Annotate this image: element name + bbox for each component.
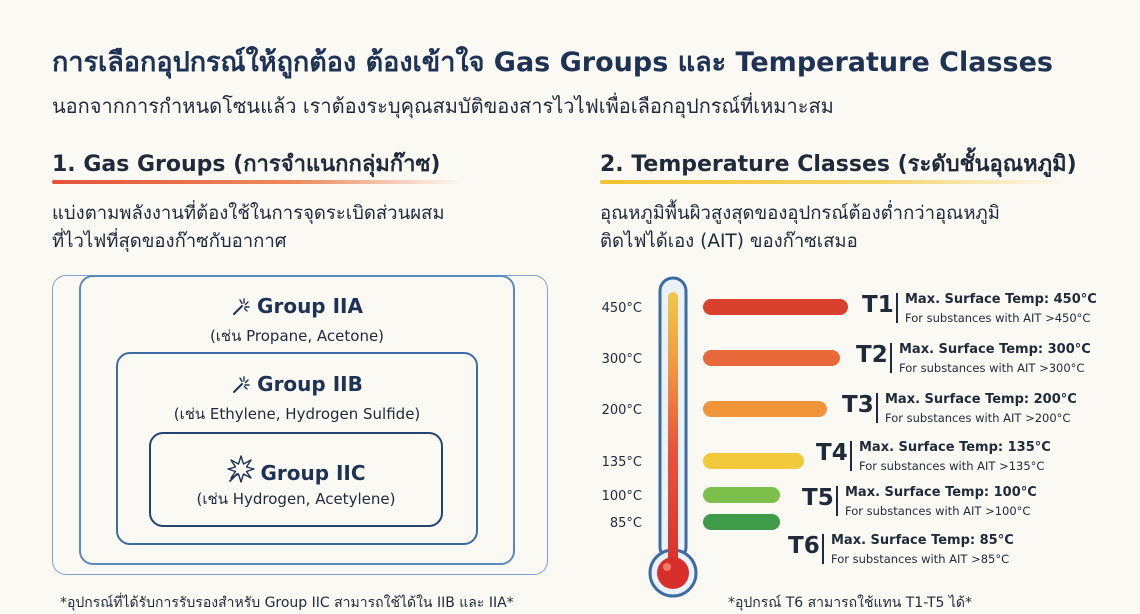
class-ait-note: For substances with AIT >100°C: [845, 504, 1031, 518]
group-iic-box: Group IIC (เช่น Hydrogen, Acetylene): [149, 432, 443, 527]
class-label-t5: T5: [802, 485, 834, 511]
gas-groups-description-line1: แบ่งตามพลังงานที่ต้องใช้ในการจุดระเบิดส่…: [52, 203, 445, 224]
class-label-t4: T4: [816, 440, 848, 466]
class-divider: [850, 441, 852, 471]
class-divider: [896, 293, 898, 323]
temperature-classes-heading: 2. Temperature Classes (ระดับชั้นอุณหภูม…: [600, 152, 1077, 177]
class-ait-note: For substances with AIT >450°C: [905, 311, 1091, 325]
class-bar-t1: [703, 299, 848, 315]
group-iic-example: (เช่น Hydrogen, Acetylene): [196, 490, 396, 508]
class-max-temp: Max. Surface Temp: 100°C: [845, 485, 1037, 500]
class-max-temp: Max. Surface Temp: 85°C: [831, 533, 1014, 548]
class-label-t6: T6: [788, 533, 820, 559]
class-bar-t4: [703, 453, 804, 469]
temperature-classes-underline: [600, 180, 1070, 184]
group-iic-title: Group IIC: [151, 454, 441, 485]
class-divider: [822, 534, 824, 564]
group-iia-name: Group IIA: [257, 294, 363, 318]
group-iib-title: Group IIB: [118, 372, 476, 396]
temperature-classes-footnote: *อุปกรณ์ T6 สามารถใช้แทน T1-T5 ได้*: [728, 595, 973, 611]
class-label-t3: T3: [842, 392, 874, 418]
class-bar-t3: [703, 401, 827, 417]
scale-label: 135°C: [602, 455, 642, 470]
spark-icon: [233, 298, 250, 315]
scale-label: 100°C: [602, 489, 642, 504]
class-bar-t5: [703, 487, 780, 503]
temperature-chart: 450°C 300°C 200°C 135°C 100°C 85°C: [602, 276, 848, 598]
scale-label: 85°C: [610, 516, 642, 531]
class-ait-note: For substances with AIT >85°C: [831, 552, 1010, 566]
temperature-classes-description-line2: ติดไฟได้เอง (AIT) ของก๊าซเสมอ: [600, 231, 858, 252]
class-max-temp: Max. Surface Temp: 200°C: [885, 392, 1077, 407]
explosion-icon: [227, 455, 256, 483]
class-divider: [836, 486, 838, 516]
group-iib-name: Group IIB: [257, 372, 363, 396]
class-max-temp: Max. Surface Temp: 300°C: [899, 342, 1091, 357]
scale-label: 300°C: [602, 352, 642, 367]
class-max-temp: Max. Surface Temp: 450°C: [905, 292, 1097, 307]
gas-groups-footnote: *อุปกรณ์ที่ได้รับการรับรองสำหรับ Group I…: [60, 595, 514, 611]
temperature-classes-description-line1: อุณหภูมิพื้นผิวสูงสุดของอุปกรณ์ต้องต่ำกว…: [600, 203, 1000, 224]
spark-icon: [233, 376, 250, 393]
thermometer-scale: 450°C 300°C 200°C 135°C 100°C 85°C: [602, 301, 642, 531]
class-bars: [703, 299, 848, 530]
class-label-t2: T2: [856, 342, 888, 368]
scale-label: 200°C: [602, 403, 642, 418]
class-label-t1: T1: [862, 292, 894, 318]
page-subtitle: นอกจากการกำหนดโซนแล้ว เราต้องระบุคุณสมบั…: [52, 94, 834, 118]
group-iib-box: Group IIB (เช่น Ethylene, Hydrogen Sulfi…: [116, 352, 478, 545]
gas-groups-description: แบ่งตามพลังงานที่ต้องใช้ในการจุดระเบิดส่…: [52, 200, 445, 256]
group-iia-example: (เช่น Propane, Acetone): [209, 327, 385, 345]
scale-label: 450°C: [602, 301, 642, 316]
group-iic-name: Group IIC: [260, 461, 366, 485]
class-ait-note: For substances with AIT >200°C: [885, 411, 1071, 425]
temperature-classes-description: อุณหภูมิพื้นผิวสูงสุดของอุปกรณ์ต้องต่ำกว…: [600, 200, 1000, 256]
gas-groups-description-line2: ที่ไวไฟที่สุดของก๊าซกับอากาศ: [52, 231, 287, 252]
class-ait-note: For substances with AIT >135°C: [859, 459, 1045, 473]
class-divider: [890, 343, 892, 373]
gas-groups-underline: [52, 180, 462, 184]
class-ait-note: For substances with AIT >300°C: [899, 361, 1085, 375]
group-iia-title: Group IIA: [81, 294, 513, 318]
thermometer-icon: [648, 276, 698, 598]
class-divider: [876, 393, 878, 423]
class-bar-t2: [703, 350, 840, 366]
group-iib-example: (เช่น Ethylene, Hydrogen Sulfide): [173, 405, 421, 423]
gas-groups-heading: 1. Gas Groups (การจำแนกกลุ่มก๊าซ): [52, 152, 441, 177]
class-max-temp: Max. Surface Temp: 135°C: [859, 440, 1051, 455]
page-title: การเลือกอุปกรณ์ให้ถูกต้อง ต้องเข้าใจ Gas…: [52, 47, 1053, 78]
group-iia-box: Group IIA (เช่น Propane, Acetone): [79, 275, 515, 565]
class-bar-t6: [703, 514, 780, 530]
